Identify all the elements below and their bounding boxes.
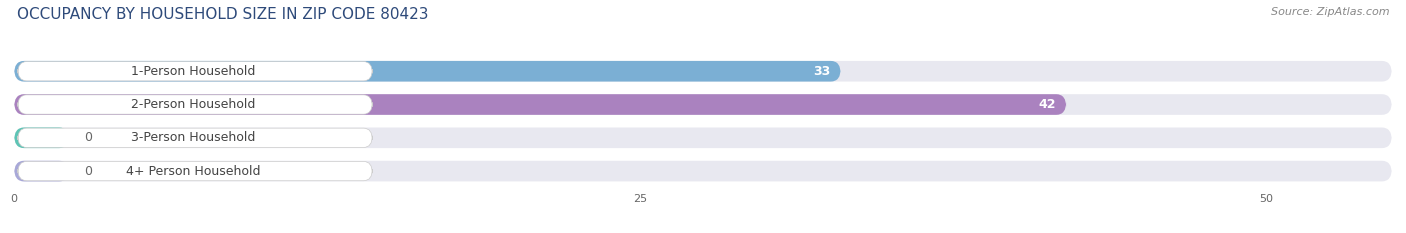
FancyBboxPatch shape — [18, 161, 373, 181]
FancyBboxPatch shape — [14, 61, 1392, 82]
Text: 0: 0 — [84, 131, 93, 144]
Text: OCCUPANCY BY HOUSEHOLD SIZE IN ZIP CODE 80423: OCCUPANCY BY HOUSEHOLD SIZE IN ZIP CODE … — [17, 7, 429, 22]
FancyBboxPatch shape — [14, 161, 1392, 182]
FancyBboxPatch shape — [14, 127, 1392, 148]
Text: 4+ Person Household: 4+ Person Household — [127, 164, 260, 178]
Text: 0: 0 — [84, 164, 93, 178]
FancyBboxPatch shape — [14, 61, 841, 82]
FancyBboxPatch shape — [18, 128, 373, 147]
Text: 2-Person Household: 2-Person Household — [131, 98, 256, 111]
Text: 33: 33 — [814, 65, 831, 78]
FancyBboxPatch shape — [14, 127, 69, 148]
Text: 3-Person Household: 3-Person Household — [131, 131, 256, 144]
FancyBboxPatch shape — [18, 95, 373, 114]
Text: 42: 42 — [1039, 98, 1056, 111]
FancyBboxPatch shape — [18, 62, 373, 81]
FancyBboxPatch shape — [14, 94, 1392, 115]
Text: 1-Person Household: 1-Person Household — [131, 65, 256, 78]
FancyBboxPatch shape — [14, 94, 1066, 115]
FancyBboxPatch shape — [14, 161, 69, 182]
Text: Source: ZipAtlas.com: Source: ZipAtlas.com — [1271, 7, 1389, 17]
